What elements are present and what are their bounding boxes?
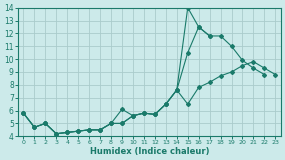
X-axis label: Humidex (Indice chaleur): Humidex (Indice chaleur)	[90, 147, 209, 156]
